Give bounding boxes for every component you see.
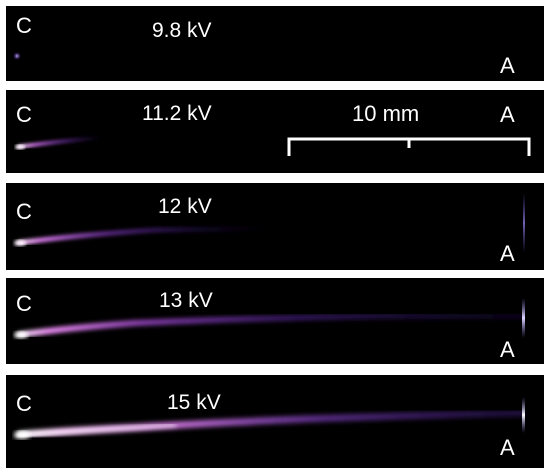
voltage-label: 11.2 kV: [142, 102, 212, 125]
discharge-glow-3: [14, 193, 525, 253]
discharge-glow-5: [14, 397, 525, 439]
voltage-label: 13 kV: [159, 289, 213, 312]
anode-label: A: [500, 102, 515, 127]
discharge-panel-1: C 9.8 kV A: [6, 6, 544, 81]
scale-bar: [287, 137, 531, 156]
discharge-glow-2: [15, 132, 531, 156]
discharge-streamer: [17, 313, 524, 338]
cathode-label: C: [16, 391, 32, 416]
discharge-panel-2: C 11.2 kV 10 mm A: [6, 90, 544, 173]
voltage-label: 15 kV: [167, 391, 221, 414]
discharge-streamer: [17, 224, 377, 246]
anode-glow: [522, 397, 525, 433]
anode-label: A: [500, 435, 515, 460]
discharge-panel-5: C 15 kV A: [6, 375, 544, 468]
discharge-streamer: [17, 132, 227, 149]
anode-glow: [523, 193, 525, 253]
discharge-glow-4: [14, 298, 525, 339]
discharge-panel-4: C 13 kV A: [6, 278, 544, 364]
cathode-label: C: [16, 13, 32, 38]
anode-label: A: [500, 53, 515, 78]
cathode-glow-spot: [13, 52, 21, 60]
voltage-label: 9.8 kV: [152, 19, 212, 42]
anode-label: A: [500, 337, 515, 362]
discharge-glow-1: [13, 52, 21, 60]
anode-glow: [522, 298, 525, 338]
anode-label: A: [500, 241, 515, 266]
scale-bar-label: 10 mm: [352, 101, 420, 126]
cathode-label: C: [16, 291, 32, 316]
discharge-panel-3: C 12 kV A: [6, 183, 544, 270]
cathode-label: C: [16, 102, 32, 127]
voltage-label: 12 kV: [158, 195, 212, 218]
cathode-label: C: [16, 199, 32, 224]
discharge-streamer: [17, 409, 525, 439]
